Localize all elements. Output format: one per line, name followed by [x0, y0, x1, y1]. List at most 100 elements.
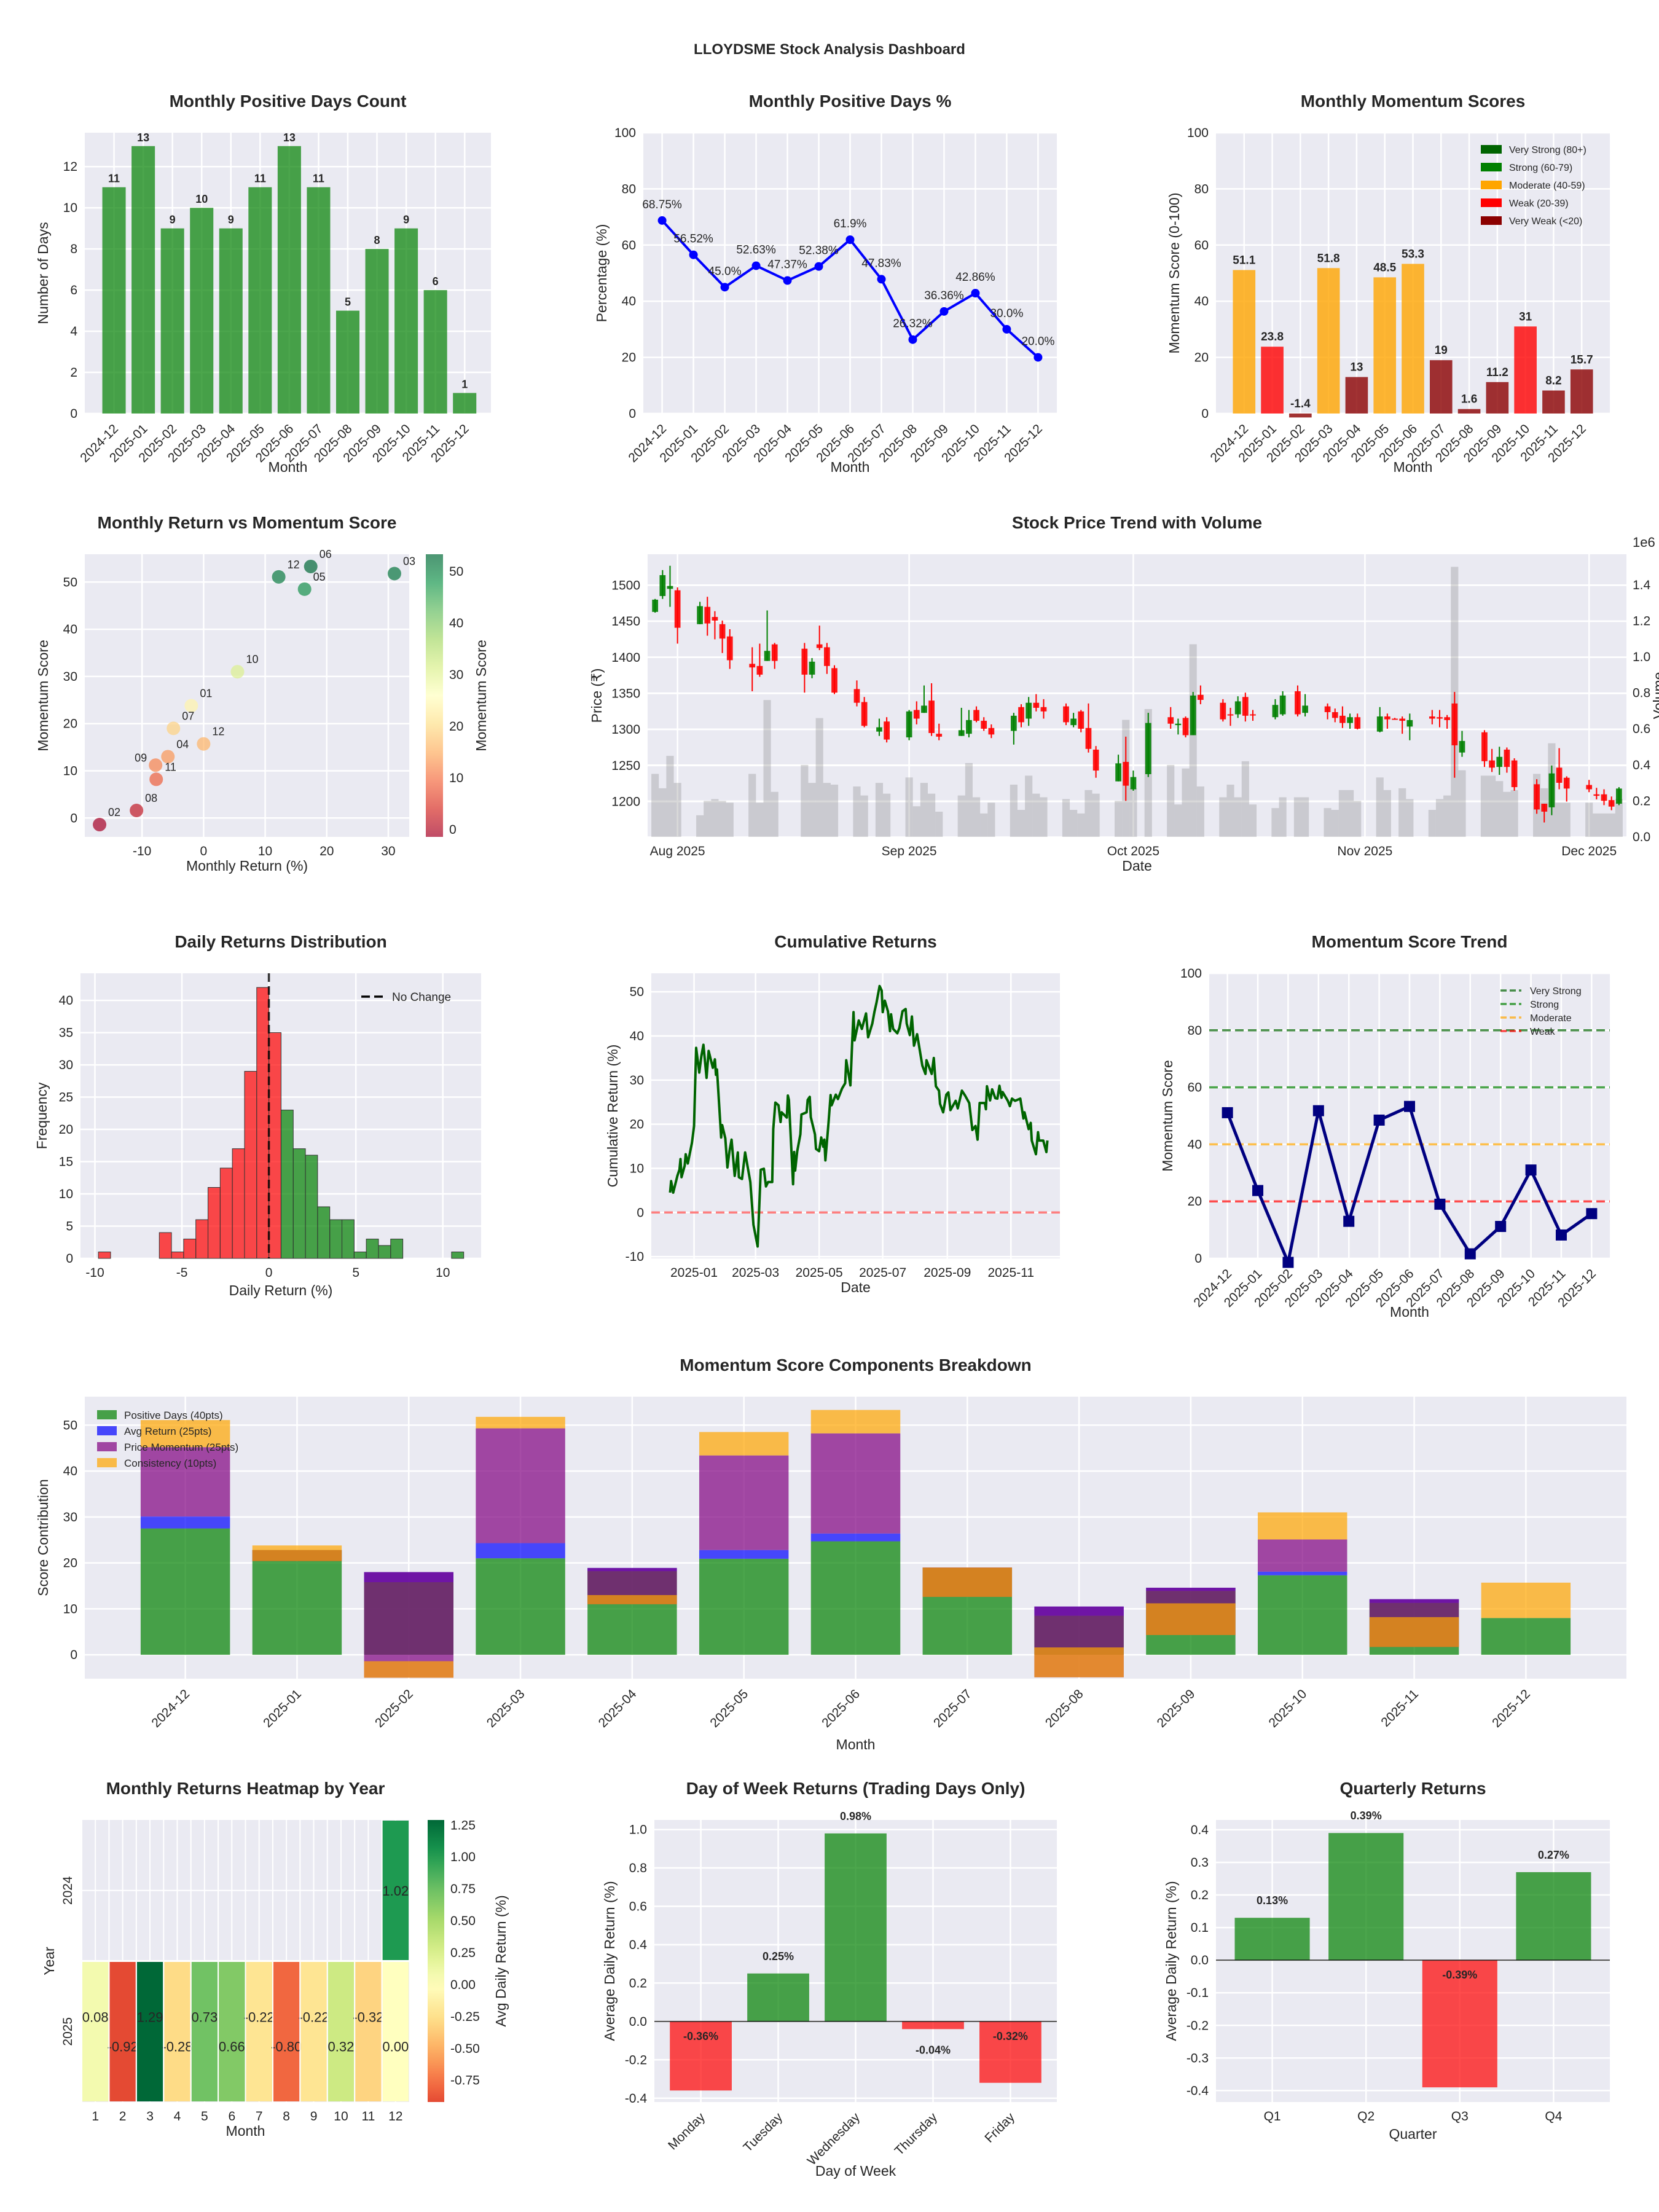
x-tick-label: Nov 2025 — [1337, 844, 1392, 858]
bar — [453, 393, 477, 414]
x-tick-label: 11 — [361, 2109, 375, 2124]
volume-bar — [718, 801, 726, 837]
chart-return-vs-momentum: 0 10 20 30 40 50 -10 0 10 20 30 12 01 02 03 04 05 06 07 08 0… — [35, 513, 415, 874]
candle-body — [1018, 707, 1024, 723]
candle-body — [719, 624, 726, 639]
chart-title: Monthly Return vs Momentum Score — [98, 513, 397, 532]
y-tick-label: 30 — [63, 1510, 77, 1524]
plot-area — [648, 554, 1626, 837]
heatmap-cell — [246, 1961, 272, 2101]
colorbar-tick-label: 30 — [449, 668, 463, 682]
y-tick-label: 40 — [1194, 294, 1209, 308]
candle-body — [1182, 718, 1189, 735]
candle-body — [749, 664, 756, 668]
x-tick-label: 2025-03 — [732, 1266, 779, 1280]
x-axis-label: Month — [1390, 1304, 1429, 1320]
cell-value: 0.08 — [82, 2009, 109, 2025]
candle-body — [1615, 788, 1622, 804]
plot-area — [85, 554, 409, 837]
volume-bar — [1585, 802, 1593, 837]
legend-swatch — [97, 1410, 117, 1419]
candle-body — [809, 661, 815, 675]
y-tick-label: 0 — [70, 811, 77, 825]
candle-body — [1548, 773, 1555, 807]
y-tick-label: 12 — [63, 160, 77, 174]
data-label: 61.9% — [834, 218, 867, 230]
bar — [670, 2021, 732, 2091]
y-tick-label: 40 — [63, 622, 77, 637]
candle-body — [1010, 715, 1017, 731]
scatter-point — [272, 570, 286, 584]
y-tick-label: 20 — [63, 717, 77, 731]
candle-body — [1115, 763, 1121, 782]
colorbar-gradient — [426, 554, 443, 837]
scatter-point — [149, 758, 163, 772]
bar — [1233, 270, 1256, 414]
component-segment — [1258, 1539, 1347, 1572]
y-tick-label: 5 — [66, 1220, 73, 1234]
volume-bar — [651, 774, 659, 837]
histogram-bin — [353, 1252, 367, 1259]
bar-value-label: 0.27% — [1538, 1849, 1569, 1861]
y-axis-label: Price (₹) — [589, 669, 605, 723]
y-tick-label: 15 — [59, 1155, 73, 1169]
bar-value-label: 8 — [374, 234, 380, 246]
candle-body — [1085, 728, 1092, 749]
y-tick-label: 50 — [63, 1418, 77, 1432]
cell-value: -0.80 — [271, 2039, 302, 2054]
legend-swatch — [1481, 181, 1502, 189]
y-tick-label: 20 — [622, 351, 636, 365]
chart-title: Momentum Score Trend — [1312, 932, 1508, 951]
point-label: 10 — [246, 653, 258, 665]
colorbar-tick-label: 20 — [449, 720, 463, 734]
x-tick-label: 10 — [436, 1266, 450, 1280]
bar — [1570, 369, 1593, 414]
data-label: 52.63% — [736, 243, 776, 256]
volume-bar — [1458, 770, 1466, 837]
component-segment — [252, 1550, 342, 1655]
candle-body — [1092, 750, 1099, 771]
y-tick-label: 0 — [70, 1648, 77, 1662]
y-tick-label: 0.0 — [629, 2015, 647, 2029]
data-label: 68.75% — [642, 198, 682, 211]
bar-value-label: -0.39% — [1442, 1969, 1477, 1981]
data-point — [1464, 1248, 1476, 1260]
cell-value: -0.32 — [353, 2009, 383, 2025]
legend-swatch — [1481, 163, 1502, 171]
bar — [1402, 264, 1424, 414]
bar — [219, 228, 243, 414]
y-tick-label: 4 — [70, 324, 77, 339]
component-segment — [1369, 1617, 1459, 1647]
candle-body — [1324, 706, 1331, 712]
candle-body — [764, 651, 771, 661]
y-tick-label: 100 — [1180, 967, 1202, 981]
candle-body — [1197, 694, 1204, 700]
y-tick-label: 2 — [70, 366, 77, 380]
component-segment — [810, 1433, 901, 1534]
cell-value: 1.02 — [382, 1883, 409, 1899]
volume-bar — [928, 793, 936, 837]
volume-bar — [763, 700, 771, 837]
x-tick-label: Sep 2025 — [882, 844, 937, 858]
component-segment — [699, 1455, 789, 1550]
volume-bar — [1115, 801, 1123, 837]
legend-label: Very Strong — [1530, 986, 1582, 997]
point-label: 04 — [176, 738, 189, 750]
y-tick-label: 40 — [622, 294, 636, 308]
volume-bar — [1167, 764, 1175, 837]
y-tick-label: 1400 — [611, 651, 640, 665]
y-axis-label: Average Daily Return (%) — [1163, 1881, 1179, 2041]
legend-swatch — [1481, 216, 1502, 225]
bar-value-label: 9 — [170, 214, 176, 226]
component-segment — [810, 1541, 901, 1655]
volume-bar — [1301, 797, 1309, 837]
histogram-bin — [232, 1148, 245, 1259]
histogram-bin — [305, 1155, 318, 1259]
y-axis-label: Percentage (%) — [594, 224, 610, 323]
bar-value-label: 1.6 — [1461, 393, 1477, 406]
y-tick-label: 6 — [70, 283, 77, 297]
bar — [1261, 347, 1284, 414]
cell-value: 0.66 — [219, 2039, 245, 2054]
y-tick-label: -0.4 — [1186, 2084, 1209, 2098]
cell-value: 0.73 — [191, 2009, 218, 2025]
